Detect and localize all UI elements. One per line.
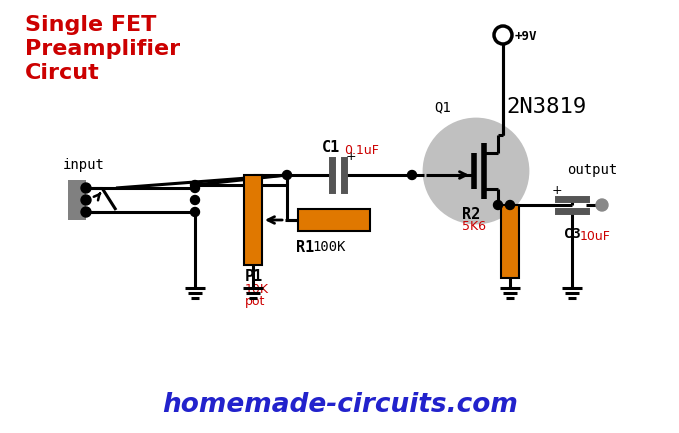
Text: input: input	[63, 158, 105, 172]
Text: 5K6: 5K6	[462, 220, 486, 233]
Circle shape	[282, 171, 291, 180]
Circle shape	[81, 183, 91, 193]
Text: 10uF: 10uF	[580, 230, 611, 243]
Bar	[501, 205, 519, 278]
Text: C1: C1	[322, 140, 340, 155]
Text: +: +	[552, 184, 563, 197]
Text: 0.1uF: 0.1uF	[344, 144, 379, 157]
Text: +9V: +9V	[515, 30, 538, 43]
Text: R2: R2	[462, 207, 480, 222]
Text: R1: R1	[296, 240, 314, 255]
Bar	[68, 180, 86, 220]
Text: 2N3819: 2N3819	[506, 97, 586, 117]
Circle shape	[494, 200, 502, 210]
Bar	[298, 209, 370, 231]
Text: homemade-circuits.com: homemade-circuits.com	[162, 392, 518, 418]
Circle shape	[191, 196, 200, 204]
Text: C3: C3	[564, 227, 581, 241]
Text: +: +	[346, 150, 356, 163]
Text: 100K: 100K	[312, 240, 346, 254]
Circle shape	[81, 207, 91, 217]
Circle shape	[505, 200, 515, 210]
Text: Q1: Q1	[434, 100, 451, 114]
Text: P1: P1	[245, 269, 263, 284]
Circle shape	[596, 199, 608, 211]
Text: 10K: 10K	[245, 283, 269, 296]
Circle shape	[191, 184, 200, 193]
Circle shape	[191, 181, 200, 190]
Text: output: output	[567, 163, 617, 177]
Text: Single FET
Preamplifier
Circut: Single FET Preamplifier Circut	[25, 15, 180, 83]
Circle shape	[407, 171, 416, 180]
Bar	[244, 175, 262, 265]
Circle shape	[191, 207, 200, 216]
Circle shape	[424, 119, 528, 223]
Text: pot: pot	[245, 295, 265, 308]
Circle shape	[81, 195, 91, 205]
